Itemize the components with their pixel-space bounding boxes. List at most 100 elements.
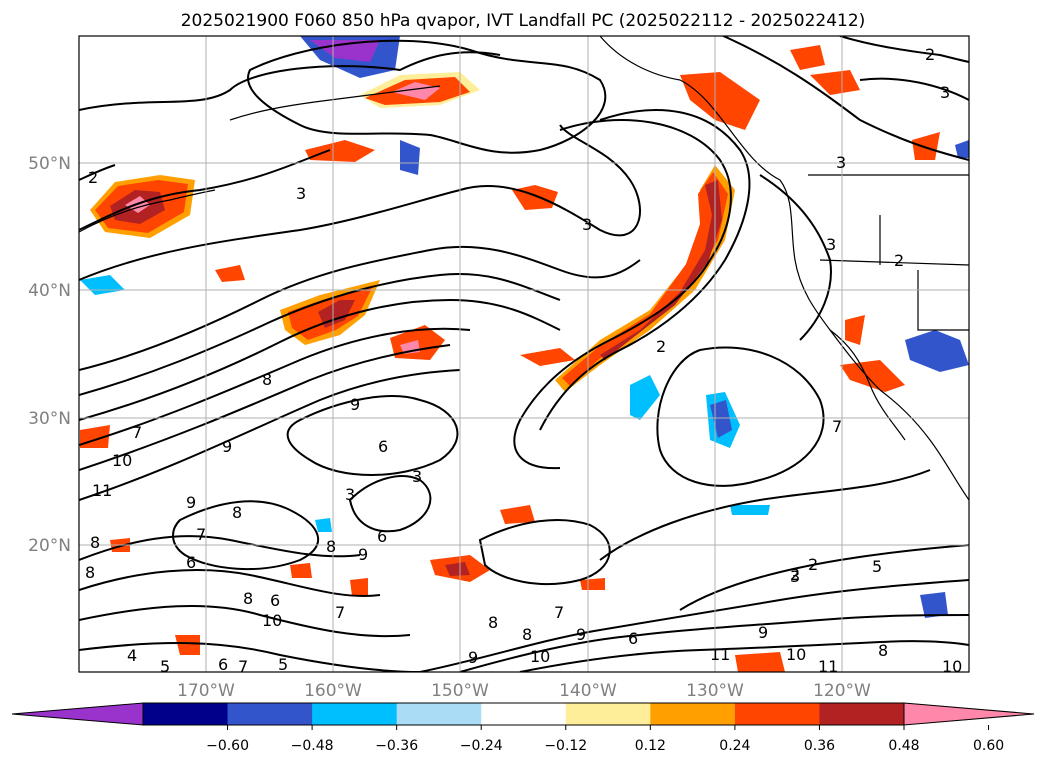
fill-blob-negative	[905, 330, 969, 372]
contour-line	[79, 642, 421, 672]
contour-label: 3	[345, 485, 355, 504]
contour-label: 6	[377, 527, 387, 546]
fill-blob	[445, 562, 470, 576]
contour-line	[79, 273, 561, 396]
contour-label: 6	[378, 437, 388, 456]
contour-label: 5	[160, 657, 170, 676]
contour-label: 11	[710, 645, 730, 664]
contour-line	[539, 109, 751, 431]
colorbar-segment	[650, 703, 736, 725]
colorbar-tick-label: −0.60	[206, 738, 249, 754]
colorbar-tick-label: 0.24	[719, 738, 750, 754]
contour-line	[599, 469, 931, 561]
colorbar-segment	[819, 703, 905, 725]
contour-line	[656, 346, 825, 487]
contour-label: 3	[412, 467, 422, 486]
contour-label: 3	[836, 153, 846, 172]
border-state	[819, 259, 969, 266]
fill-blob	[215, 265, 245, 282]
colorbar-tick-label: 0.36	[804, 738, 835, 754]
contour-label: 7	[335, 603, 345, 622]
contour-line	[839, 36, 969, 63]
contour-label: 8	[878, 641, 888, 660]
contour-line	[419, 579, 969, 672]
contour-label: 3	[582, 215, 592, 234]
contour-label: 7	[196, 525, 206, 544]
coastline-north-america	[599, 36, 969, 501]
contour-label: 10	[112, 451, 132, 470]
fill-blob-negative	[630, 375, 660, 420]
fill-blob	[175, 635, 200, 655]
contour-label: 11	[818, 657, 838, 676]
colorbar-under-arrow	[11, 702, 144, 726]
contour-label: 6	[218, 655, 228, 674]
contour-labels: 2 3 2 3 3 3 2 2 3 2 8 9 6 3 3 7 10 11 9 …	[85, 45, 962, 676]
contour-line	[679, 544, 969, 611]
fill-blob-negative	[920, 592, 948, 618]
lat-label-50n: 50°N	[28, 154, 71, 174]
lon-label-130w: 130°W	[686, 681, 744, 701]
contour-label: 8	[90, 533, 100, 552]
contour-line	[513, 119, 732, 470]
contour-label: 3	[790, 567, 800, 586]
contour-label: 6	[628, 629, 638, 648]
contour-label: 2	[808, 555, 818, 574]
contour-label: 8	[243, 589, 253, 608]
coastline-baja	[829, 329, 906, 441]
fill-blob-negative-strong	[310, 40, 380, 62]
contour-label: 8	[85, 563, 95, 582]
contour-label: 7	[832, 417, 842, 436]
colorbar-tick-label: −0.36	[375, 738, 418, 754]
colorbar-segment	[734, 703, 820, 725]
contour-label: 2	[790, 565, 800, 584]
contour-label: 8	[262, 370, 272, 389]
contour-line	[459, 614, 969, 672]
fill-blob-negative	[315, 518, 332, 532]
colorbar-over-arrow	[903, 702, 1035, 726]
contour-label: 9	[222, 437, 232, 456]
contour-label: 3	[826, 235, 836, 254]
fill-blob	[845, 315, 865, 345]
colorbar-tick-label: 0.12	[635, 738, 666, 754]
colorbar-segment	[312, 703, 398, 725]
contour-line	[79, 149, 331, 231]
contour-label: 9	[468, 648, 478, 667]
contour-line	[172, 500, 320, 571]
colorbar-segments	[143, 703, 905, 725]
fill-blob	[520, 348, 575, 366]
map-frame	[78, 35, 970, 673]
coastlines	[79, 36, 969, 501]
contour-label: 7	[554, 603, 564, 622]
contour-label: 9	[358, 545, 368, 564]
contour-label: 2	[894, 251, 904, 270]
contour-label: 2	[925, 45, 935, 64]
contour-label: 5	[872, 557, 882, 576]
colorbar-frame	[142, 702, 905, 726]
fill-blob	[840, 360, 905, 392]
lat-label-40n: 40°N	[28, 281, 71, 301]
fill-blob	[350, 578, 368, 596]
contour-label: 4	[127, 646, 137, 665]
fill-blob	[810, 70, 860, 95]
colorbar-segment	[227, 703, 313, 725]
contour-label: 9	[350, 395, 360, 414]
coastline-aleutian	[79, 189, 216, 233]
contour-label: 10	[530, 647, 550, 666]
colorbar-segment	[481, 703, 567, 725]
qvapor-fill	[80, 36, 969, 672]
colorbar-tick-label: −0.24	[460, 738, 503, 754]
fill-blob	[305, 140, 375, 162]
contour-label: 7	[238, 657, 248, 676]
lon-label-160w: 160°W	[304, 681, 362, 701]
contour-line	[348, 475, 432, 533]
fill-blob	[500, 505, 535, 524]
colorbar-tick-label: 0.60	[973, 738, 1004, 754]
lon-label-170w: 170°W	[177, 681, 235, 701]
contour-label: 10	[942, 657, 962, 676]
fill-blob	[735, 652, 785, 672]
fill-blob	[290, 563, 312, 578]
gridlines	[79, 36, 969, 672]
contour-label: 6	[270, 591, 280, 610]
colorbar: −0.60 −0.48 −0.36 −0.24 −0.12 0.12 0.24 0.36 0.4…	[11, 702, 1035, 754]
